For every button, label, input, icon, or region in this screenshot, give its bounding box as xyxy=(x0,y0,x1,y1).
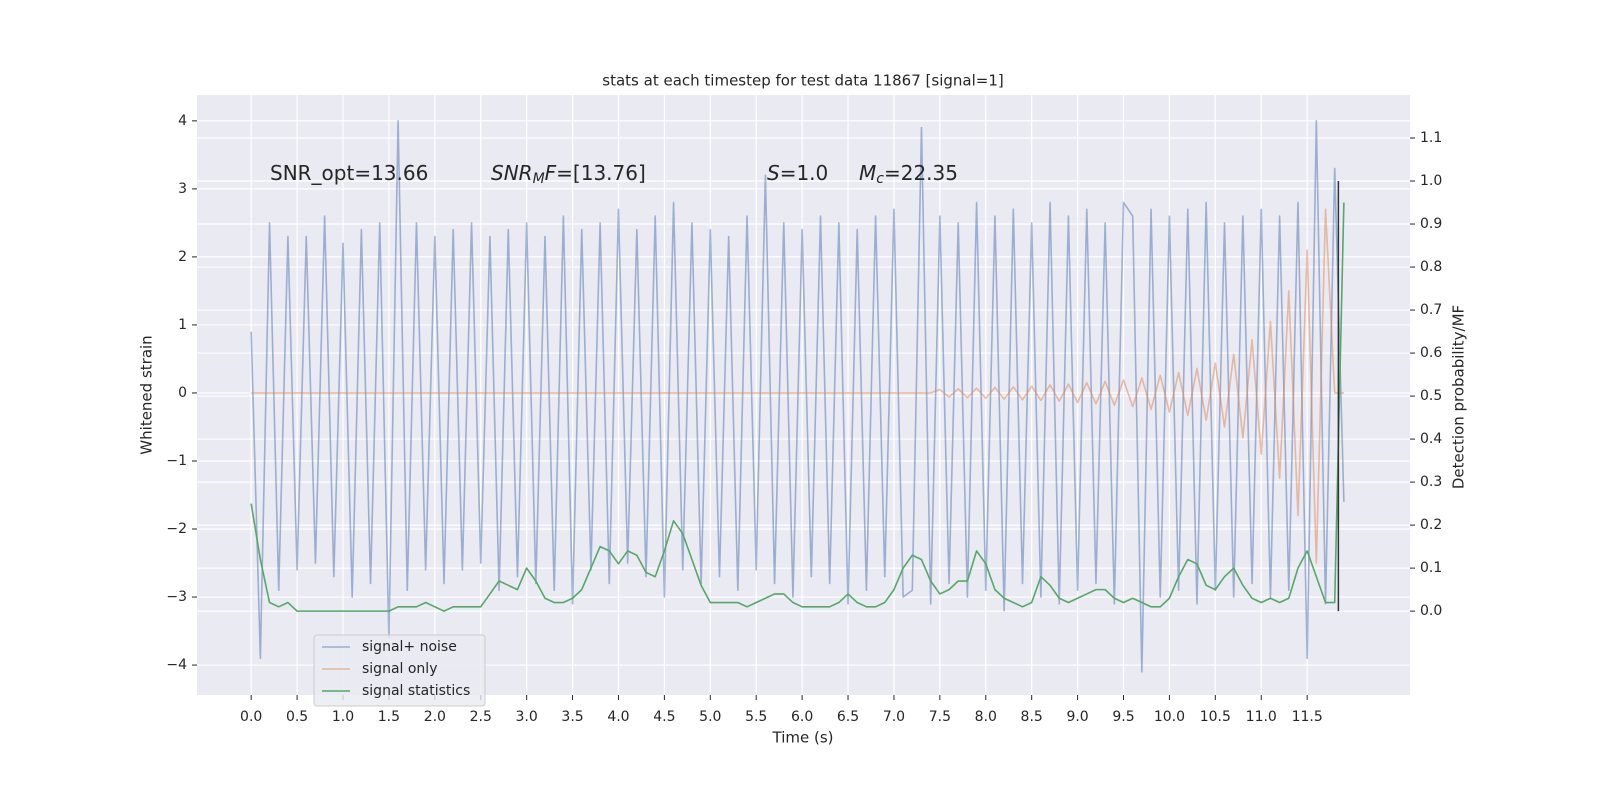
x-tick-label: 0.5 xyxy=(286,709,308,725)
legend-label: signal only xyxy=(362,661,437,677)
marks xyxy=(250,120,1345,673)
annotation: S=1.0 xyxy=(767,161,828,185)
x-tick-label: 1.5 xyxy=(378,709,400,725)
x-tick-label: 2.5 xyxy=(470,709,492,725)
annotation-part: SNR_opt=13.66 xyxy=(270,161,428,185)
annotation: Mc=22.35 xyxy=(859,161,958,188)
y-tick-label: 3 xyxy=(178,181,187,197)
y2-tick-label: 0.9 xyxy=(1420,216,1442,232)
annotation-part: S xyxy=(767,161,780,185)
x-tick-label: 4.5 xyxy=(653,709,675,725)
x-tick-label: 2.0 xyxy=(424,709,446,725)
y2-tick-label: 0.5 xyxy=(1420,388,1442,404)
y-tick-label: −3 xyxy=(166,589,187,605)
y2-tick-label: 0.6 xyxy=(1420,345,1442,361)
y-tick-label: −4 xyxy=(166,657,187,673)
x-tick-label: 8.5 xyxy=(1021,709,1043,725)
annotation-part: SNR xyxy=(491,161,533,185)
x-tick-label: 1.0 xyxy=(332,709,354,725)
y2-tick-label: 0.8 xyxy=(1420,259,1442,275)
x-tick-label: 5.5 xyxy=(745,709,767,725)
annotation-part: F xyxy=(545,161,557,185)
x-tick-label: 9.0 xyxy=(1066,709,1088,725)
annotation-part: M xyxy=(533,171,545,187)
y-tick-label: 1 xyxy=(178,317,187,333)
annotations: SNR_opt=13.66 SNRMF=[13.76] S=1.0 Mc=22.35 xyxy=(270,161,958,188)
x-tick-label: 6.5 xyxy=(837,709,859,725)
x-tick-label: 7.5 xyxy=(929,709,951,725)
legend-label: signal statistics xyxy=(362,683,470,699)
x-tick-label: 3.0 xyxy=(516,709,538,725)
y-tick-label: 4 xyxy=(178,113,187,129)
series-line xyxy=(250,120,1345,673)
legend-label: signal+ noise xyxy=(362,639,457,655)
annotation-part: =22.35 xyxy=(884,161,958,185)
legend: signal+ noise signal only signal statistic… xyxy=(313,634,486,707)
legend-box xyxy=(313,634,486,707)
annotation-part: =1.0 xyxy=(780,161,829,185)
y2-tick-label: 1.1 xyxy=(1420,130,1442,146)
x-axis-label: Time (s) xyxy=(772,729,834,747)
x-tick-label: 5.0 xyxy=(699,709,721,725)
x-tick-label: 7.0 xyxy=(883,709,905,725)
x-tick-label: 3.5 xyxy=(561,709,583,725)
y2-tick-label: 0.3 xyxy=(1420,474,1442,490)
y2-tick-label: 0.1 xyxy=(1420,560,1442,576)
y2-tick-label: 0.7 xyxy=(1420,302,1442,318)
annotation-part: M xyxy=(859,161,876,185)
x-tick-label: 10.0 xyxy=(1154,709,1185,725)
series-line xyxy=(250,202,1345,612)
y-axis-label: Whitened strain xyxy=(138,335,156,454)
annotation-part: =[13.76] xyxy=(556,161,646,185)
x-tick-label: 9.5 xyxy=(1112,709,1134,725)
annotation: SNR_opt=13.66 xyxy=(270,161,428,185)
y2-tick-label: 0.4 xyxy=(1420,431,1442,447)
y2-tick-label: 0.2 xyxy=(1420,517,1442,533)
x-tick-label: 11.0 xyxy=(1246,709,1277,725)
annotation: SNRMF=[13.76] xyxy=(491,161,646,188)
chart-title: stats at each timestep for test data 118… xyxy=(602,72,1003,90)
series-line xyxy=(251,208,1344,564)
y2-tick-label: 1.0 xyxy=(1420,173,1442,189)
x-tick-label: 11.5 xyxy=(1292,709,1323,725)
y-tick-label: −1 xyxy=(166,453,187,469)
y2-tick-label: 0.0 xyxy=(1420,603,1442,619)
x-tick-label: 8.0 xyxy=(975,709,997,725)
x-tick-label: 0.0 xyxy=(240,709,262,725)
annotation-part: c xyxy=(876,171,884,187)
x-tick-label: 4.0 xyxy=(607,709,629,725)
y2-axis-label: Detection probability/MF xyxy=(1450,305,1468,489)
x-tick-label: 6.0 xyxy=(791,709,813,725)
y-tick-label: 2 xyxy=(178,249,187,265)
y-tick-label: 0 xyxy=(178,385,187,401)
y-tick-label: −2 xyxy=(166,521,187,537)
x-tick-label: 10.5 xyxy=(1200,709,1231,725)
